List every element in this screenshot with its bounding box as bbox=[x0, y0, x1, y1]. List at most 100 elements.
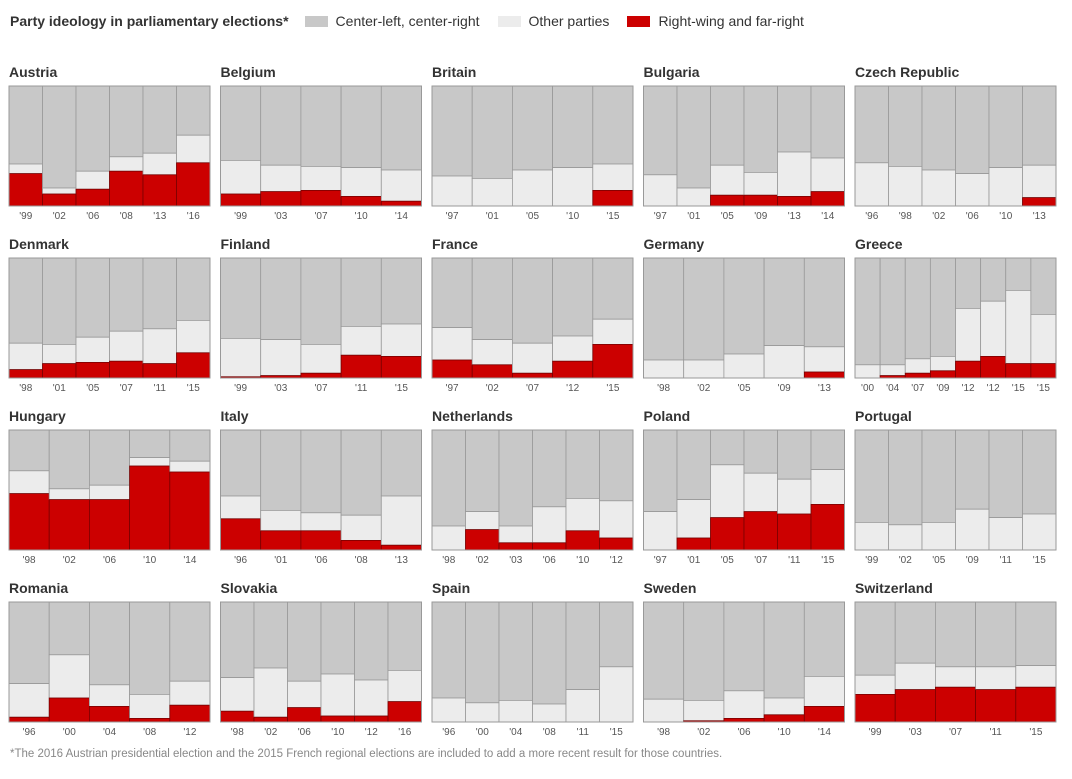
bar-other-slovakia-4 bbox=[354, 679, 389, 717]
bar-other-czech-republic-4 bbox=[988, 167, 1023, 207]
legend-swatch-center bbox=[304, 15, 328, 27]
tick-label-greece-4: '12 bbox=[962, 383, 975, 394]
bar-center-switzerland-4 bbox=[1015, 601, 1057, 666]
bar-right-slovakia-4 bbox=[354, 715, 389, 723]
bar-other-slovakia-2 bbox=[287, 680, 322, 709]
bar-other-greece-1 bbox=[879, 364, 906, 376]
bar-other-portugal-3 bbox=[955, 508, 990, 551]
bar-center-germany-1 bbox=[683, 257, 725, 361]
bar-center-belgium-0 bbox=[220, 85, 262, 161]
tick-label-austria-1: '02 bbox=[53, 211, 66, 222]
bar-right-hungary-3 bbox=[129, 465, 171, 551]
bar-other-britain-3 bbox=[552, 167, 594, 207]
tick-label-portugal-3: '09 bbox=[966, 555, 979, 566]
tick-label-denmark-4: '11 bbox=[154, 383, 167, 394]
tick-label-germany-0: '98 bbox=[657, 383, 670, 394]
bar-center-hungary-4 bbox=[169, 429, 211, 462]
tick-label-czech-republic-4: '10 bbox=[999, 211, 1012, 222]
bar-right-switzerland-2 bbox=[935, 686, 977, 723]
tick-label-france-2: '07 bbox=[526, 383, 539, 394]
panel-title-britain: Britain bbox=[432, 64, 476, 80]
bar-other-finland-4 bbox=[380, 323, 422, 357]
bar-other-romania-1 bbox=[48, 654, 90, 699]
bar-right-italy-0 bbox=[220, 518, 262, 551]
bar-center-slovakia-0 bbox=[220, 601, 255, 678]
bar-center-britain-1 bbox=[471, 85, 513, 179]
tick-label-italy-4: '13 bbox=[395, 555, 408, 566]
bar-other-britain-1 bbox=[471, 177, 513, 207]
bar-other-britain-0 bbox=[431, 175, 473, 207]
tick-label-poland-1: '01 bbox=[687, 555, 700, 566]
bar-center-slovakia-1 bbox=[253, 601, 288, 669]
panel-frame-france bbox=[431, 257, 634, 379]
bar-other-czech-republic-3 bbox=[955, 173, 990, 207]
panel-title-bulgaria: Bulgaria bbox=[644, 64, 700, 80]
bar-right-belgium-3 bbox=[340, 195, 382, 207]
tick-label-sweden-2: '06 bbox=[737, 727, 750, 738]
bar-right-finland-3 bbox=[340, 354, 382, 379]
bar-right-romania-4 bbox=[169, 704, 211, 723]
panel-title-spain: Spain bbox=[432, 580, 470, 596]
bar-other-poland-2 bbox=[710, 464, 745, 518]
panel-frame-germany bbox=[643, 257, 845, 379]
tick-label-spain-4: '11 bbox=[577, 727, 590, 738]
bar-center-poland-4 bbox=[777, 429, 812, 480]
panel-title-finland: Finland bbox=[221, 236, 271, 252]
tick-label-germany-2: '05 bbox=[737, 383, 750, 394]
tick-label-netherlands-5: '12 bbox=[610, 555, 623, 566]
tick-label-romania-1: '00 bbox=[63, 727, 76, 738]
bar-other-britain-2 bbox=[512, 169, 554, 207]
bar-other-spain-0 bbox=[431, 697, 466, 723]
tick-label-france-3: '12 bbox=[566, 383, 579, 394]
bar-right-switzerland-1 bbox=[894, 689, 936, 723]
bar-other-slovakia-5 bbox=[387, 670, 422, 703]
tick-label-spain-0: '96 bbox=[442, 727, 455, 738]
tick-label-poland-0: '97 bbox=[654, 555, 667, 566]
bar-other-austria-2 bbox=[75, 170, 110, 190]
bar-center-switzerland-2 bbox=[935, 601, 977, 668]
bar-center-spain-5 bbox=[599, 601, 634, 668]
bar-right-finland-2 bbox=[300, 372, 342, 379]
bar-other-greece-0 bbox=[854, 364, 881, 379]
bar-center-spain-1 bbox=[465, 601, 500, 704]
legend-label-right: Right-wing and far-right bbox=[658, 13, 804, 29]
bar-right-italy-1 bbox=[260, 530, 302, 551]
bar-other-denmark-1 bbox=[42, 343, 77, 364]
bar-right-poland-4 bbox=[777, 513, 812, 551]
bar-right-austria-2 bbox=[75, 188, 110, 207]
bar-right-poland-2 bbox=[710, 517, 745, 551]
tick-label-spain-1: '00 bbox=[476, 727, 489, 738]
bar-center-denmark-5 bbox=[176, 257, 211, 321]
tick-label-germany-3: '09 bbox=[778, 383, 791, 394]
bar-other-france-3 bbox=[552, 335, 594, 362]
tick-label-austria-3: '08 bbox=[120, 211, 133, 222]
bar-center-spain-2 bbox=[498, 601, 533, 701]
bar-right-belgium-0 bbox=[220, 193, 262, 207]
bar-other-sweden-1 bbox=[683, 700, 725, 722]
bar-other-poland-1 bbox=[676, 499, 711, 539]
bar-center-belgium-3 bbox=[340, 85, 382, 168]
tick-label-switzerland-4: '15 bbox=[1029, 727, 1042, 738]
bar-other-netherlands-3 bbox=[532, 506, 567, 544]
bar-right-denmark-1 bbox=[42, 363, 77, 379]
tick-label-britain-0: '97 bbox=[446, 211, 459, 222]
bar-other-czech-republic-2 bbox=[921, 169, 956, 207]
panel-frame-austria bbox=[8, 85, 211, 207]
bar-other-sweden-3 bbox=[763, 697, 805, 716]
bar-other-belgium-4 bbox=[380, 169, 422, 202]
bar-right-finland-4 bbox=[380, 355, 422, 379]
bar-right-switzerland-4 bbox=[1015, 686, 1057, 723]
bar-center-greece-7 bbox=[1030, 257, 1057, 315]
bar-other-portugal-4 bbox=[988, 517, 1023, 551]
bar-other-france-2 bbox=[512, 342, 554, 374]
bar-center-slovakia-3 bbox=[320, 601, 355, 675]
bar-center-poland-3 bbox=[743, 429, 778, 474]
tick-label-bulgaria-1: '01 bbox=[687, 211, 700, 222]
bar-center-poland-2 bbox=[710, 429, 745, 466]
tick-label-france-1: '02 bbox=[486, 383, 499, 394]
legend-label-other: Other parties bbox=[528, 13, 610, 29]
bar-other-sweden-0 bbox=[643, 698, 685, 723]
bar-other-bulgaria-5 bbox=[810, 157, 845, 192]
tick-label-france-0: '97 bbox=[446, 383, 459, 394]
bar-right-bulgaria-3 bbox=[743, 194, 778, 207]
